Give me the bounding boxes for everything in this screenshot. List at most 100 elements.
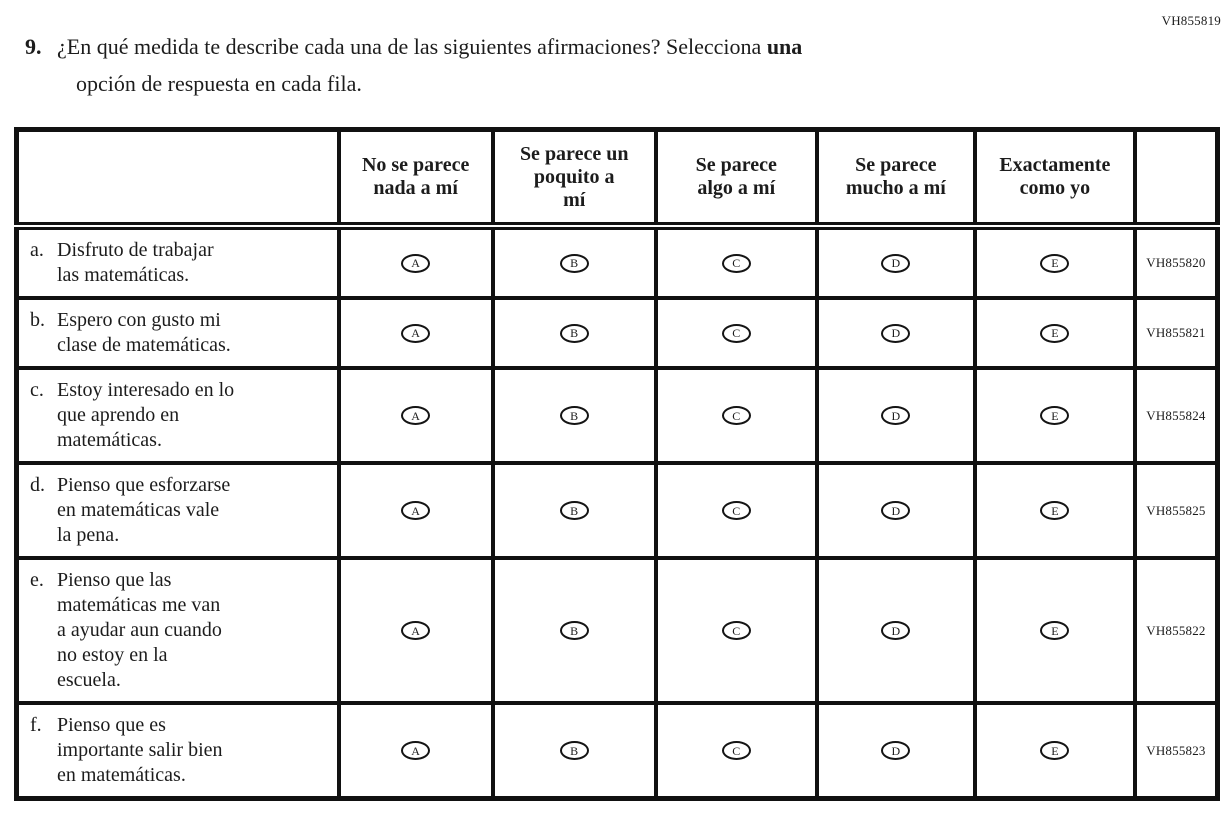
statement-cell: b. Espero con gusto mi clase de matemáti… bbox=[14, 296, 341, 370]
row-letter: b. bbox=[30, 309, 45, 331]
response-matrix-table: No se parece nada a mí Se parece un poqu… bbox=[14, 127, 1220, 801]
option-bubble-b[interactable]: B bbox=[559, 406, 589, 425]
option-cell: E bbox=[972, 224, 1137, 300]
statement-cell: e. Pienso que las matemáticas me van a a… bbox=[14, 556, 341, 705]
option-cell: C bbox=[653, 296, 819, 370]
table-row-e: e. Pienso que las matemáticas me van a a… bbox=[14, 556, 1220, 705]
row-statement: Disfruto de trabajar las matemáticas. bbox=[57, 239, 214, 286]
option-bubble-e[interactable]: E bbox=[1040, 323, 1070, 343]
option-cell: D bbox=[814, 224, 977, 300]
option-bubble-b[interactable]: B bbox=[559, 253, 589, 273]
option-bubble-a[interactable]: A bbox=[401, 323, 431, 343]
table-row-f: f. Pienso que es importante salir bien e… bbox=[14, 701, 1220, 801]
statement-cell: a. Disfruto de trabajar las matemáticas. bbox=[14, 224, 341, 300]
option-bubble-e[interactable]: E bbox=[1040, 253, 1070, 273]
option-bubble-c[interactable]: C bbox=[721, 501, 751, 520]
option-cell: D bbox=[814, 701, 977, 801]
row-letter: c. bbox=[30, 379, 44, 401]
option-bubble-a[interactable]: A bbox=[401, 741, 431, 760]
column-header-somewhat-like-me: Se parece algo a mí bbox=[653, 127, 819, 230]
option-cell: B bbox=[490, 556, 658, 705]
option-bubble-b[interactable]: B bbox=[559, 323, 589, 343]
option-cell: A bbox=[336, 366, 495, 465]
option-bubble-a[interactable]: A bbox=[401, 501, 431, 520]
option-cell: B bbox=[490, 296, 658, 370]
option-cell: C bbox=[653, 701, 819, 801]
option-bubble-e[interactable]: E bbox=[1040, 741, 1070, 760]
option-bubble-c[interactable]: C bbox=[721, 741, 751, 760]
option-cell: D bbox=[814, 556, 977, 705]
table-row-a: a. Disfruto de trabajar las matemáticas.… bbox=[14, 224, 1220, 300]
row-statement: Estoy interesado en lo que aprendo en ma… bbox=[57, 379, 235, 451]
question-stem: 9. ¿En qué medida te describe cada una d… bbox=[25, 28, 1145, 102]
option-cell: B bbox=[490, 461, 658, 560]
option-cell: C bbox=[653, 366, 819, 465]
option-bubble-a[interactable]: A bbox=[401, 253, 431, 273]
option-cell: E bbox=[972, 461, 1137, 560]
option-bubble-c[interactable]: C bbox=[721, 621, 751, 640]
form-item-code: VH855819 bbox=[1161, 13, 1221, 28]
statement-cell: f. Pienso que es importante salir bien e… bbox=[14, 701, 341, 801]
option-bubble-a[interactable]: A bbox=[401, 621, 431, 640]
column-header-little-like-me: Se parece un poquito a mí bbox=[490, 127, 658, 230]
option-bubble-e[interactable]: E bbox=[1040, 501, 1070, 520]
option-cell: A bbox=[336, 701, 495, 801]
question-line1: ¿En qué medida te describe cada una de l… bbox=[57, 28, 802, 65]
option-bubble-b[interactable]: B bbox=[559, 741, 589, 760]
option-cell: B bbox=[490, 366, 658, 465]
option-bubble-d[interactable]: D bbox=[881, 253, 911, 273]
row-statement: Pienso que esforzarse en matemáticas val… bbox=[57, 474, 231, 546]
option-bubble-b[interactable]: B bbox=[559, 621, 589, 640]
row-letter: f. bbox=[30, 714, 42, 736]
row-item-code: VH855824 bbox=[1132, 366, 1220, 465]
option-bubble-b[interactable]: B bbox=[559, 501, 589, 520]
option-cell: A bbox=[336, 461, 495, 560]
question-line1-regular: ¿En qué medida te describe cada una de l… bbox=[57, 34, 762, 59]
option-cell: A bbox=[336, 224, 495, 300]
option-bubble-d[interactable]: D bbox=[881, 323, 911, 343]
code-column-header bbox=[1132, 127, 1220, 230]
column-header-not-like-me: No se parece nada a mí bbox=[336, 127, 495, 230]
option-cell: E bbox=[972, 556, 1137, 705]
row-statement: Pienso que es importante salir bien en m… bbox=[57, 714, 223, 786]
option-bubble-d[interactable]: D bbox=[881, 741, 911, 760]
option-cell: E bbox=[972, 366, 1137, 465]
option-bubble-c[interactable]: C bbox=[721, 253, 751, 273]
row-item-code: VH855822 bbox=[1132, 556, 1220, 705]
row-item-code: VH855820 bbox=[1132, 224, 1220, 300]
row-item-code: VH855821 bbox=[1132, 296, 1220, 370]
option-cell: A bbox=[336, 296, 495, 370]
option-cell: D bbox=[814, 366, 977, 465]
option-cell: E bbox=[972, 296, 1137, 370]
option-cell: D bbox=[814, 461, 977, 560]
question-text: ¿En qué medida te describe cada una de l… bbox=[57, 28, 802, 102]
option-cell: B bbox=[490, 224, 658, 300]
option-bubble-e[interactable]: E bbox=[1040, 621, 1070, 640]
option-cell: C bbox=[653, 556, 819, 705]
option-bubble-c[interactable]: C bbox=[721, 406, 751, 425]
option-cell: B bbox=[490, 701, 658, 801]
question-number: 9. bbox=[25, 34, 42, 59]
option-cell: D bbox=[814, 296, 977, 370]
corner-cell bbox=[14, 127, 341, 230]
statement-cell: c. Estoy interesado en lo que aprendo en… bbox=[14, 366, 341, 465]
option-bubble-a[interactable]: A bbox=[401, 406, 431, 425]
option-cell: A bbox=[336, 556, 495, 705]
question-line2: opción de respuesta en cada fila. bbox=[76, 71, 362, 96]
option-bubble-d[interactable]: D bbox=[881, 406, 911, 425]
row-statement: Pienso que las matemáticas me van a ayud… bbox=[57, 569, 222, 691]
row-statement: Espero con gusto mi clase de matemáticas… bbox=[57, 309, 231, 356]
option-bubble-d[interactable]: D bbox=[881, 501, 911, 520]
option-cell: C bbox=[653, 461, 819, 560]
row-letter: a. bbox=[30, 239, 44, 261]
question-line1-bold: una bbox=[766, 34, 803, 59]
statement-cell: d. Pienso que esforzarse en matemáticas … bbox=[14, 461, 341, 560]
column-header-much-like-me: Se parece mucho a mí bbox=[814, 127, 977, 230]
option-bubble-e[interactable]: E bbox=[1040, 406, 1070, 425]
option-bubble-d[interactable]: D bbox=[881, 621, 911, 640]
table-row-d: d. Pienso que esforzarse en matemáticas … bbox=[14, 461, 1220, 560]
table-row-b: b. Espero con gusto mi clase de matemáti… bbox=[14, 296, 1220, 370]
option-cell: E bbox=[972, 701, 1137, 801]
option-bubble-c[interactable]: C bbox=[721, 323, 751, 343]
option-cell: C bbox=[653, 224, 819, 300]
